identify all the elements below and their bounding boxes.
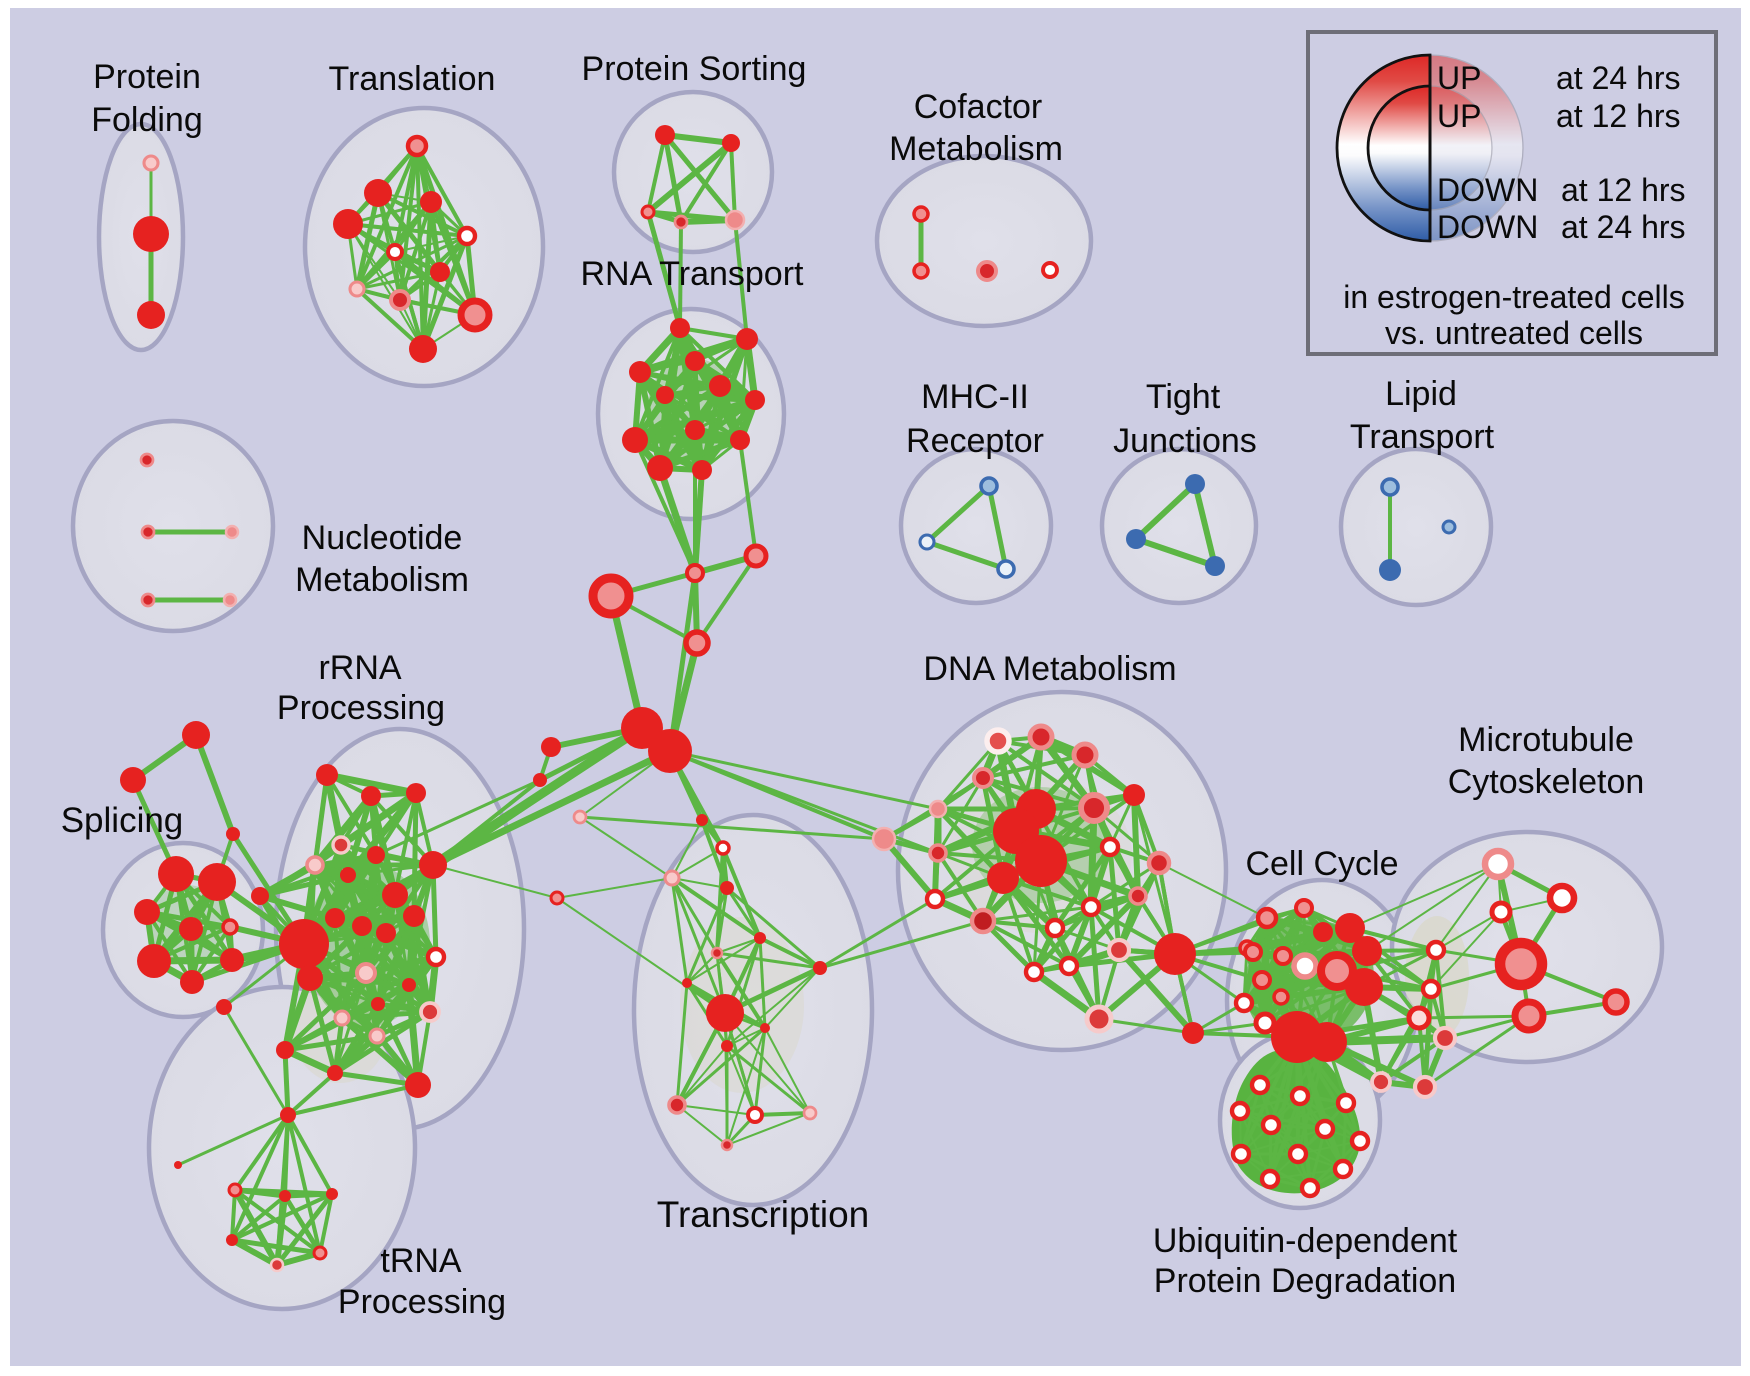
svg-text:Metabolism: Metabolism [295, 561, 469, 599]
svg-text:Protein: Protein [93, 58, 201, 96]
svg-text:Folding: Folding [91, 101, 203, 139]
svg-text:Receptor: Receptor [906, 422, 1044, 460]
svg-text:Tight: Tight [1146, 378, 1221, 416]
svg-text:Cell Cycle: Cell Cycle [1245, 845, 1398, 883]
svg-text:MHC-II: MHC-II [921, 378, 1029, 416]
svg-text:Protein Sorting: Protein Sorting [582, 50, 807, 88]
svg-text:RNA Transport: RNA Transport [581, 255, 805, 293]
svg-text:Cytoskeleton: Cytoskeleton [1448, 763, 1645, 801]
svg-text:in estrogen-treated cells: in estrogen-treated cells [1343, 279, 1685, 315]
svg-text:Ubiquitin-dependent: Ubiquitin-dependent [1153, 1222, 1458, 1260]
svg-text:Transport: Transport [1350, 418, 1495, 456]
svg-text:Processing: Processing [338, 1283, 506, 1321]
svg-text:Splicing: Splicing [61, 801, 184, 840]
svg-text:at 12 hrs: at 12 hrs [1556, 98, 1681, 134]
svg-text:Lipid: Lipid [1385, 375, 1457, 413]
svg-text:Microtubule: Microtubule [1458, 721, 1634, 759]
svg-text:UP: UP [1437, 60, 1481, 96]
svg-text:DNA Metabolism: DNA Metabolism [923, 650, 1176, 688]
svg-text:at 12 hrs: at 12 hrs [1561, 172, 1686, 208]
svg-text:at 24 hrs: at 24 hrs [1556, 60, 1681, 96]
svg-text:tRNA: tRNA [380, 1242, 462, 1280]
svg-text:Junctions: Junctions [1113, 422, 1257, 460]
svg-text:UP: UP [1437, 98, 1481, 134]
svg-text:Cofactor: Cofactor [914, 88, 1043, 126]
svg-text:Processing: Processing [277, 689, 445, 727]
svg-text:DOWN: DOWN [1437, 209, 1538, 245]
svg-text:at 24 hrs: at 24 hrs [1561, 209, 1686, 245]
svg-text:Protein Degradation: Protein Degradation [1154, 1262, 1456, 1300]
svg-text:DOWN: DOWN [1437, 172, 1538, 208]
svg-text:Nucleotide: Nucleotide [302, 519, 463, 557]
svg-text:Metabolism: Metabolism [889, 130, 1063, 168]
svg-text:Translation: Translation [329, 60, 496, 98]
svg-text:rRNA: rRNA [318, 649, 401, 687]
svg-text:vs. untreated cells: vs. untreated cells [1385, 315, 1643, 351]
svg-text:Transcription: Transcription [657, 1194, 869, 1235]
